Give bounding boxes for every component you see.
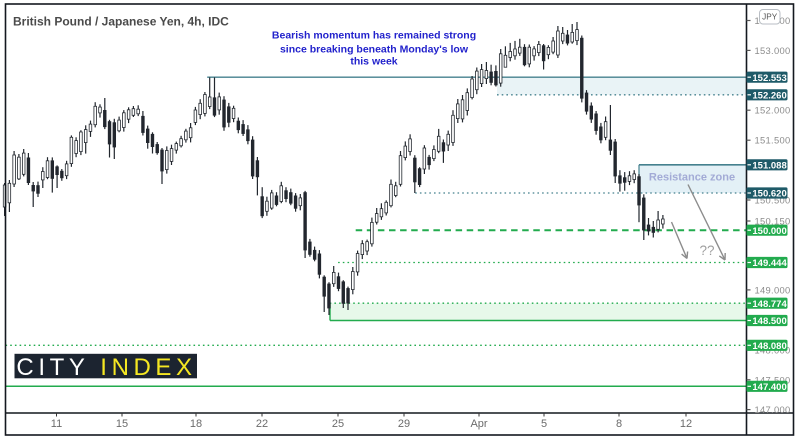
svg-text:??: ?? [699,243,714,258]
svg-text:151.500: 151.500 [755,135,791,146]
svg-text:153.000: 153.000 [755,45,791,56]
svg-text:5: 5 [541,418,547,430]
svg-text:147.500: 147.500 [755,374,791,385]
svg-text:12: 12 [680,418,692,430]
svg-text:147.400: 147.400 [752,382,786,393]
svg-text:Resistance zone: Resistance zone [649,172,735,184]
svg-text:149.444: 149.444 [752,258,787,269]
svg-text:CITY INDEX: CITY INDEX [16,354,196,381]
svg-text:25: 25 [332,418,344,430]
svg-text:British Pound / Japanese Yen,: British Pound / Japanese Yen, 4h, IDC [13,15,229,29]
svg-text:11: 11 [51,418,62,430]
svg-text:8: 8 [616,418,622,430]
svg-text:18: 18 [190,418,202,430]
svg-text:148.500: 148.500 [752,316,786,327]
svg-text:JPY: JPY [762,12,778,21]
svg-text:Bearish momentum has remained: Bearish momentum has remained strong [272,30,476,42]
svg-text:151.088: 151.088 [752,160,786,171]
svg-text:Apr: Apr [470,418,487,430]
svg-text:148.080: 148.080 [752,341,786,352]
svg-text:29: 29 [398,418,410,430]
svg-text:152.260: 152.260 [752,90,786,101]
svg-text:147.000: 147.000 [755,404,791,415]
svg-text:150.500: 150.500 [755,195,791,206]
svg-text:148.774: 148.774 [752,299,787,310]
svg-text:22: 22 [256,418,268,430]
svg-text:this week: this week [350,56,397,68]
svg-text:152.000: 152.000 [755,105,791,116]
svg-text:149.000: 149.000 [755,284,791,295]
svg-text:15: 15 [116,418,128,430]
svg-text:150.150: 150.150 [755,216,791,227]
svg-text:152.553: 152.553 [752,73,786,84]
svg-text:150.620: 150.620 [752,189,786,200]
svg-text:150.000: 150.000 [752,226,786,237]
svg-text:since breaking beneath Monday': since breaking beneath Monday's low [280,43,469,55]
